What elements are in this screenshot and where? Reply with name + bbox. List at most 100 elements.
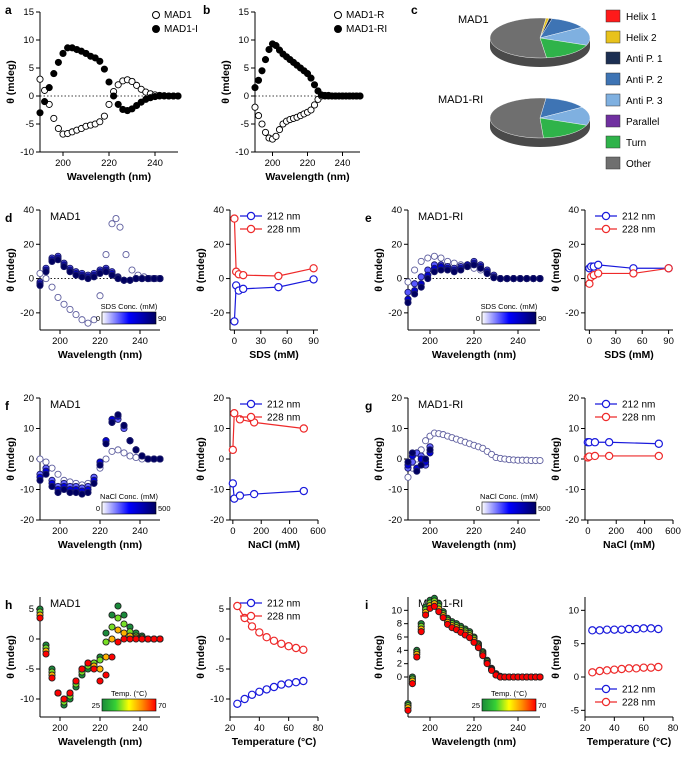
- chart-i-right: 20 40 60 80 -5 0 5 10 Temperature (°C) θ (mdeg) 21…: [550, 597, 678, 748]
- colorbar: [481, 311, 537, 325]
- x-tick-label: 200: [608, 526, 624, 537]
- legend-label: Helix 2: [626, 33, 657, 44]
- data-point: [299, 645, 308, 655]
- data-point: [255, 687, 264, 697]
- legend-swatch: [605, 72, 621, 86]
- y-tick-label: 10: [23, 424, 34, 435]
- data-point: [42, 650, 50, 658]
- legend-marker: [334, 25, 342, 33]
- chart-d-left: 200 220 240 -20 0 20 40 Wavelength (nm) θ (mdeg)…: [5, 205, 166, 361]
- data-point: [310, 101, 319, 109]
- pie-slice-Turn: [539, 117, 588, 139]
- y-tick-label: 0: [574, 274, 579, 285]
- data-point: [426, 446, 434, 454]
- legend-swatch: [605, 135, 621, 149]
- legend-marker: [246, 399, 256, 409]
- data-point: [66, 488, 74, 497]
- data-point: [102, 455, 110, 463]
- panel-label-c: c: [411, 3, 418, 17]
- x-tick-label: 30: [256, 336, 267, 347]
- data-point: [654, 662, 663, 672]
- series-228-nm: [588, 662, 663, 677]
- x-axis-title: Wavelength (nm): [58, 539, 142, 551]
- data-point: [490, 274, 498, 282]
- data-point: [413, 467, 421, 475]
- data-point: [114, 100, 122, 108]
- y-tick-label: 5: [219, 604, 224, 615]
- legend-swatch: [605, 9, 621, 23]
- data-point: [430, 252, 438, 260]
- data-point: [105, 78, 113, 86]
- data-point: [417, 628, 425, 636]
- data-point: [404, 288, 412, 296]
- legend-marker: [152, 25, 160, 33]
- chart-e-left: 200 220 240 -20 0 20 40 Wavelength (nm) θ (mdeg)…: [373, 205, 546, 361]
- data-point: [255, 628, 264, 637]
- data-point: [483, 269, 491, 277]
- legend-label: MAD1-RI: [346, 24, 387, 35]
- pie-title: MAD1-RI: [438, 94, 483, 106]
- data-point: [150, 635, 158, 643]
- data-point: [262, 685, 271, 694]
- data-point: [66, 268, 74, 276]
- legend-swatch: [605, 156, 621, 170]
- data-point: [463, 263, 471, 271]
- legend-marker: [246, 224, 256, 234]
- data-point: [488, 666, 496, 674]
- y-tick-label: 40: [568, 205, 579, 216]
- colorbar-min: 0: [96, 314, 100, 323]
- data-point: [48, 283, 56, 291]
- data-point: [466, 634, 474, 642]
- data-point: [120, 449, 128, 457]
- data-point: [307, 106, 315, 114]
- data-point: [133, 81, 141, 89]
- x-tick-label: 200: [55, 158, 71, 169]
- data-point: [108, 623, 116, 631]
- colorbar: [101, 501, 157, 515]
- data-point: [156, 635, 164, 643]
- data-point: [588, 626, 597, 635]
- x-tick-label: 200: [52, 723, 68, 734]
- data-point: [470, 261, 478, 269]
- data-point: [617, 664, 626, 674]
- chart-title: MAD1-RI: [418, 399, 463, 411]
- x-axis-title: Wavelength (nm): [58, 349, 142, 361]
- data-point: [639, 663, 648, 672]
- x-axis-title: NaCl (mM): [248, 539, 300, 551]
- data-point: [654, 439, 664, 448]
- data-point: [108, 220, 116, 228]
- data-point: [585, 279, 594, 288]
- legend-swatch: [605, 114, 621, 128]
- data-point: [72, 311, 80, 319]
- data-point: [272, 132, 280, 140]
- colorbar-title: NaCl Conc. (mM): [100, 492, 158, 501]
- data-point: [523, 275, 531, 283]
- data-point: [114, 275, 122, 283]
- data-point: [128, 266, 136, 274]
- y-tick-label: 5: [574, 639, 579, 650]
- series-228-nm: [585, 264, 673, 288]
- y-tick-label: -20: [388, 308, 402, 319]
- legend-swatch: [605, 30, 621, 44]
- y-axis-title: θ (mdeg): [195, 437, 207, 481]
- y-axis-title: θ (mdeg): [195, 248, 207, 292]
- data-point: [291, 643, 301, 653]
- y-tick-label: 6: [397, 632, 402, 643]
- data-point: [594, 269, 603, 278]
- y-tick-label: 5: [29, 63, 34, 74]
- data-point: [132, 275, 140, 283]
- y-tick-label: 20: [23, 239, 34, 250]
- colorbar-title: Temp. (°C): [111, 689, 147, 698]
- data-point: [424, 275, 432, 283]
- data-point: [664, 264, 673, 273]
- data-point: [156, 275, 164, 283]
- y-tick-label: 8: [397, 619, 402, 630]
- data-point: [444, 266, 452, 274]
- y-tick-label: -10: [20, 147, 34, 158]
- legend-label: 212 nm: [267, 400, 300, 411]
- data-point: [230, 409, 239, 418]
- data-point: [594, 260, 603, 270]
- data-point: [595, 626, 604, 635]
- data-point: [174, 92, 182, 100]
- data-point: [479, 652, 487, 660]
